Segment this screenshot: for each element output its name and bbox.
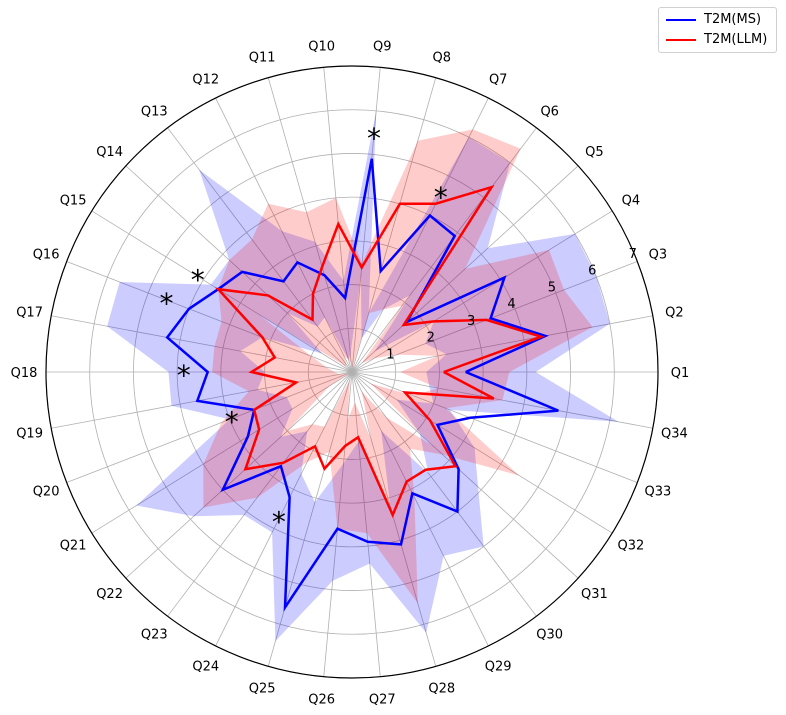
category-label: Q2 [665, 306, 684, 321]
significance-marker: * [434, 181, 448, 214]
category-label: Q10 [308, 39, 335, 54]
legend-label-ms: T2M(MS) [704, 12, 762, 27]
grid-spoke [351, 210, 613, 373]
grid-spoke [351, 97, 489, 373]
category-label: Q1 [671, 366, 690, 381]
category-label: Q32 [618, 539, 645, 554]
significance-marker: * [272, 506, 286, 539]
category-label: Q24 [192, 660, 219, 675]
category-label: Q27 [369, 693, 396, 708]
category-label: Q11 [249, 51, 276, 66]
grid-spoke [267, 77, 353, 373]
grid-spoke [351, 371, 437, 667]
category-label: Q33 [645, 485, 672, 500]
grid-spoke [167, 371, 353, 617]
significance-markers: * * * * * * * [160, 122, 448, 539]
category-label: Q22 [96, 587, 123, 602]
category-label: Q4 [622, 193, 641, 208]
category-label: Q15 [60, 193, 87, 208]
grid-spoke [351, 77, 437, 373]
grid-spoke [267, 371, 353, 667]
grid-spoke [351, 371, 537, 617]
grid-spoke [51, 315, 353, 373]
category-label: Q16 [33, 248, 60, 263]
category-label: Q18 [11, 366, 38, 381]
series-line-1 [214, 184, 546, 519]
grid-spoke [167, 127, 353, 373]
significance-marker: * [367, 122, 381, 155]
grid-spoke [351, 315, 653, 373]
significance-marker: * [191, 264, 205, 297]
category-label: Q6 [540, 104, 559, 119]
significance-marker: * [160, 287, 174, 320]
r-tick-label: 1 [386, 347, 394, 362]
grid-spoke [351, 371, 638, 483]
r-tick-label: 2 [427, 331, 435, 346]
significance-marker: * [225, 406, 239, 439]
grid-spoke [125, 371, 353, 579]
r-tick-label: 7 [629, 247, 637, 262]
significance-marker: * [177, 359, 191, 392]
category-label: Q12 [192, 72, 219, 87]
legend-swatch-llm [666, 38, 696, 41]
grid-spoke [215, 97, 353, 373]
series-band-0 [107, 110, 619, 642]
category-label: Q7 [489, 72, 508, 87]
grid-spoke [66, 261, 353, 373]
legend-item-llm: T2M(LLM) [666, 32, 767, 47]
category-label: Q31 [581, 587, 608, 602]
category-label: Q29 [485, 660, 512, 675]
r-tick-label: 6 [588, 264, 596, 279]
category-label: Q30 [536, 628, 563, 643]
legend-swatch-ms [666, 18, 696, 21]
grid-spoke [215, 371, 353, 647]
category-label: Q19 [16, 426, 43, 441]
r-tick-label: 3 [467, 314, 475, 329]
series-bands [107, 110, 619, 642]
category-label: Q5 [585, 145, 604, 160]
grid-spoke [351, 261, 638, 373]
grid-spoke [351, 371, 579, 579]
grid-spoke [323, 371, 353, 677]
legend-label-llm: T2M(LLM) [704, 32, 768, 47]
category-label: Q34 [661, 426, 688, 441]
category-label: Q28 [428, 682, 455, 697]
legend: T2M(MS) T2M(LLM) [658, 7, 777, 53]
grid [45, 65, 659, 679]
category-label: Q14 [96, 145, 123, 160]
grid-spoke [351, 127, 537, 373]
category-label: Q23 [141, 628, 168, 643]
series-lines [165, 158, 559, 612]
category-label: Q25 [249, 682, 276, 697]
grid-spoke [351, 371, 381, 677]
category-label: Q9 [373, 39, 392, 54]
category-labels: Q1 Q2 Q3 Q4 Q5 Q6 Q7 Q8 Q9 Q10 Q11 Q12 Q13 Q14 Q15 Q16 Q… [11, 39, 690, 707]
grid-spoke [351, 371, 653, 429]
category-label: Q13 [141, 104, 168, 119]
category-label: Q17 [16, 306, 43, 321]
grid-spoke [51, 371, 353, 429]
grid-spoke [351, 67, 381, 373]
category-label: Q3 [649, 248, 668, 263]
category-label: Q26 [308, 693, 335, 708]
grid-spoke [351, 371, 613, 534]
grid-spoke [351, 165, 579, 373]
legend-item-ms: T2M(MS) [666, 12, 761, 27]
category-label: Q8 [433, 51, 452, 66]
grid-spoke [351, 371, 489, 647]
grid-spoke [66, 371, 353, 483]
series-line-0 [165, 158, 559, 612]
polar-frame [45, 65, 659, 679]
r-tick-label: 5 [548, 280, 556, 295]
category-label: Q21 [60, 539, 87, 554]
radial-tick-labels: 1 2 3 4 5 6 7 [386, 247, 637, 362]
grid-spoke [323, 67, 353, 373]
grid-spoke [91, 371, 353, 534]
r-tick-label: 4 [507, 297, 515, 312]
grid-spoke [125, 165, 353, 373]
series-band-1 [203, 129, 593, 604]
category-label: Q20 [33, 485, 60, 500]
